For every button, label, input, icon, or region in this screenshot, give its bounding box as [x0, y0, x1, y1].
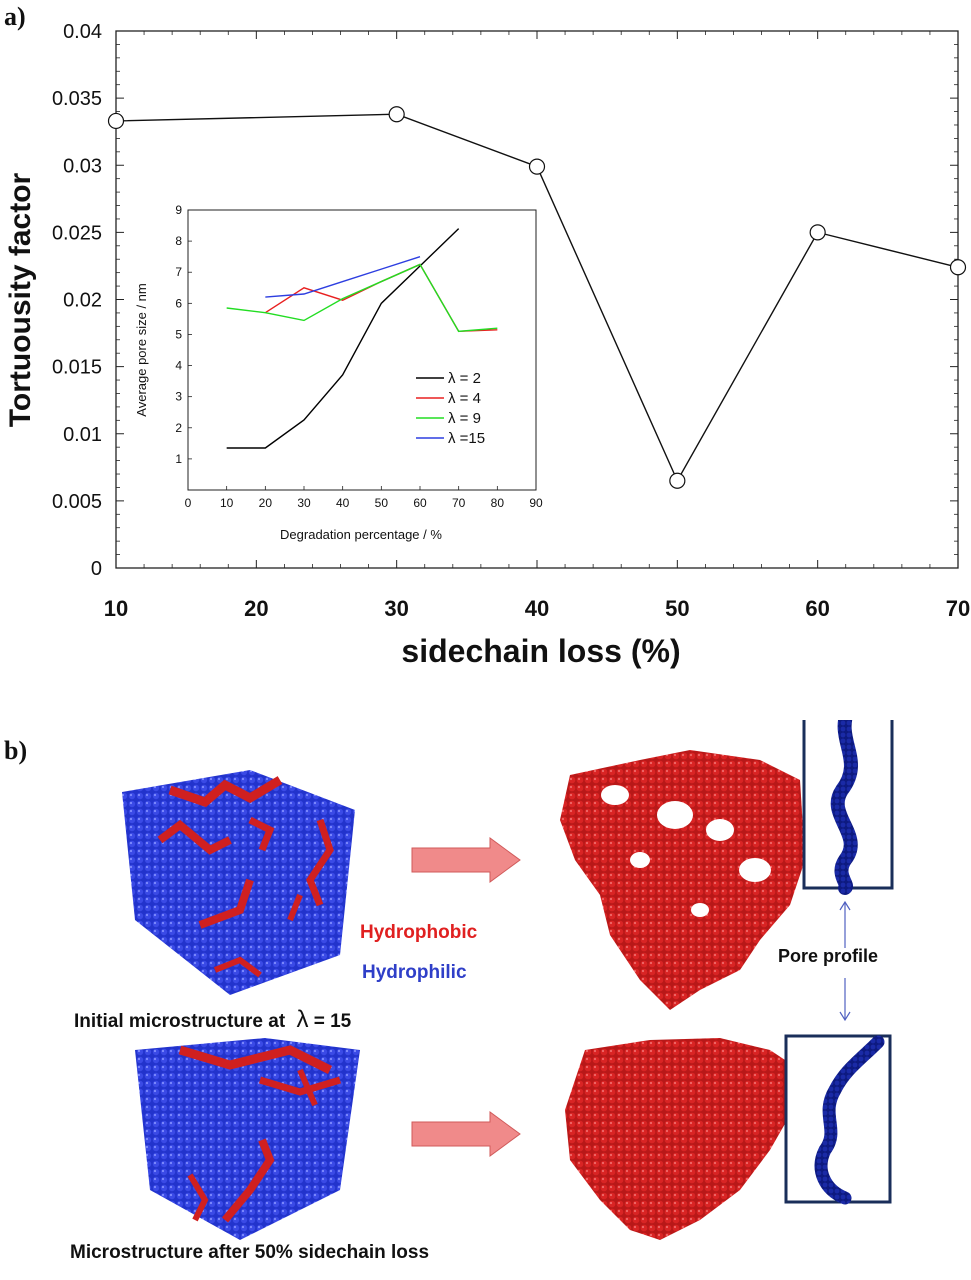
main-y-axis-label: Tortuousity factor — [4, 172, 37, 427]
caption-initial-microstructure: Initial microstructure at λ = 15 — [74, 1006, 351, 1034]
main-y-tick-label: 0 — [91, 558, 102, 580]
inset-x-tick-label: 50 — [375, 496, 389, 510]
main-y-tick-label: 0.03 — [63, 155, 102, 177]
inset-plot-frame — [187, 209, 537, 491]
inset-y-tick-label: 9 — [175, 203, 182, 217]
inset-legend-label-0: λ = 2 — [448, 370, 481, 387]
caption-lambda-symbol: λ — [296, 1006, 309, 1033]
inset-y-tick-label: 2 — [175, 421, 182, 435]
inset-y-tick-label: 7 — [175, 265, 182, 279]
main-y-tick-label: 0.005 — [52, 491, 102, 513]
inset-y-tick-label: 3 — [175, 390, 182, 404]
inset-series-line-3 — [265, 256, 421, 298]
panel-b-label: b) — [4, 736, 28, 765]
pore-profile-text: Pore profile — [778, 946, 879, 966]
inset-y-axis-label: Average pore size / nm — [134, 283, 149, 416]
degraded-microstructure-cube — [135, 1038, 360, 1240]
inset-x-tick-label: 80 — [491, 496, 505, 510]
inset-y-tick-label: 5 — [175, 327, 182, 341]
panel-b-illustration — [122, 720, 894, 1240]
pore-profile-label: Pore profile — [778, 946, 878, 967]
inset-x-axis-label: Degradation percentage / % — [280, 527, 442, 542]
main-x-tick-label: 60 — [805, 596, 829, 621]
arrow-top — [411, 837, 521, 883]
pore-profile-frame-bottom — [784, 1034, 892, 1205]
inset-series — [226, 228, 498, 449]
inset-x-tick-label: 0 — [185, 496, 192, 510]
main-data-point — [809, 224, 826, 241]
caption-degraded-microstructure: Microstructure after 50% sidechain loss — [70, 1242, 430, 1263]
main-x-axis-label: sidechain loss (%) — [401, 633, 680, 669]
inset-x-tick-label: 20 — [259, 496, 273, 510]
caption-lambda-value: = 15 — [313, 1011, 352, 1032]
inset-series-line-0 — [226, 228, 460, 449]
initial-microstructure-cube — [122, 770, 355, 995]
main-x-tick-label: 40 — [525, 596, 549, 621]
inset-y-tick-label: 6 — [175, 296, 182, 310]
main-x-tick-label: 20 — [244, 596, 268, 621]
inset-legend-label-3: λ =15 — [448, 430, 485, 447]
inset-y-tick-label: 1 — [175, 452, 182, 466]
main-x-tick-label: 30 — [384, 596, 408, 621]
inset-x-tick-label: 40 — [336, 496, 350, 510]
inset-legend: λ = 2 λ = 4 λ = 9 λ =15 — [416, 370, 485, 447]
hydrophobic-network-bottom — [565, 1038, 800, 1240]
main-y-tick-label: 0.01 — [63, 424, 102, 446]
inset-x-tick-label: 90 — [529, 496, 543, 510]
pore-profile-connector — [839, 900, 851, 1022]
inset-x-tick-label: 70 — [452, 496, 466, 510]
main-x-tick-label: 50 — [665, 596, 689, 621]
main-y-tick-label: 0.04 — [63, 21, 102, 43]
main-data-point — [669, 472, 686, 489]
panel-a-label: a) — [4, 2, 26, 31]
main-data-point — [388, 106, 405, 123]
pore-profile-frame-top — [802, 720, 894, 895]
main-data-point — [528, 158, 546, 175]
inset-legend-label-1: λ = 4 — [448, 390, 481, 407]
main-y-tick-label: 0.02 — [63, 290, 102, 312]
inset-x-tick-label: 30 — [297, 496, 311, 510]
caption-initial-text: Initial microstructure at — [74, 1011, 286, 1032]
inset-legend-label-2: λ = 9 — [448, 410, 481, 427]
hydrophobic-network-top — [560, 750, 805, 1010]
main-y-tick-label: 0.015 — [52, 357, 102, 379]
inset-axes — [187, 209, 537, 491]
main-data-point — [949, 259, 967, 276]
hydrophilic-label: Hydrophilic — [362, 962, 467, 983]
hydrophobic-label: Hydrophobic — [360, 922, 478, 943]
main-x-tick-label: 70 — [946, 596, 970, 621]
main-series — [107, 106, 967, 489]
main-series-line — [115, 113, 959, 483]
inset-x-tick-label: 10 — [220, 496, 234, 510]
main-x-tick-label: 10 — [104, 596, 128, 621]
inset-x-tick-label: 60 — [413, 496, 427, 510]
main-y-tick-label: 0.035 — [52, 88, 102, 110]
main-y-tick-label: 0.025 — [52, 222, 102, 244]
inset-y-tick-label: 4 — [175, 359, 182, 373]
inset-series-line-2 — [226, 263, 498, 333]
main-data-point — [107, 112, 125, 130]
arrow-bottom — [411, 1111, 521, 1157]
inset-y-tick-label: 8 — [175, 234, 182, 248]
